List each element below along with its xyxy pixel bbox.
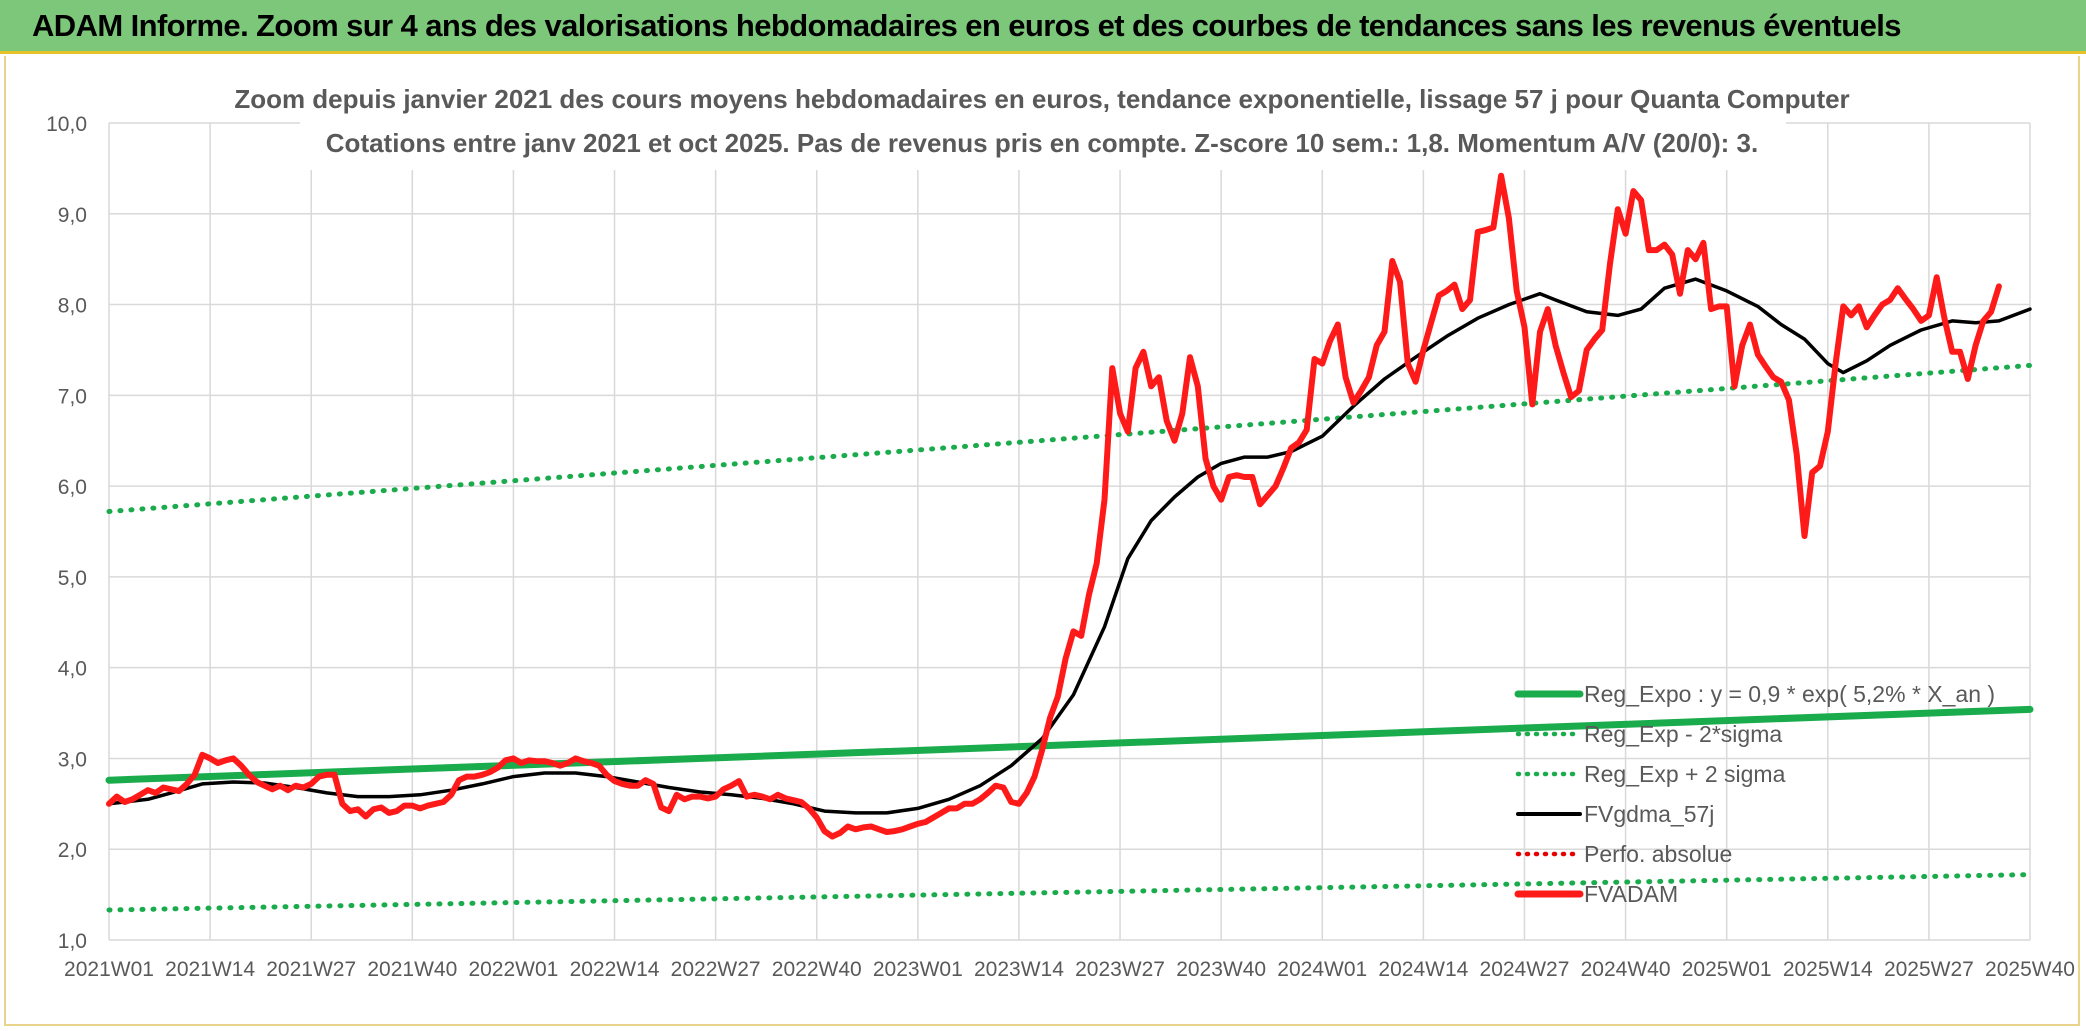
y-tick-label: 2,0 bbox=[58, 839, 87, 862]
x-tick-label: 2023W27 bbox=[1075, 958, 1165, 981]
x-tick-label: 2021W01 bbox=[64, 958, 154, 981]
series-reg-expo bbox=[105, 705, 2034, 784]
y-tick-label: 3,0 bbox=[58, 748, 87, 771]
x-tick-label: 2025W01 bbox=[1682, 958, 1772, 981]
y-tick-label: 5,0 bbox=[58, 567, 87, 590]
legend-label: FVADAM bbox=[1584, 881, 1678, 907]
x-tick-label: 2021W14 bbox=[165, 958, 255, 981]
x-tick-label: 2025W40 bbox=[1985, 958, 2075, 981]
x-tick-label: 2022W01 bbox=[468, 958, 558, 981]
y-tick-label: 1,0 bbox=[58, 930, 87, 953]
chart-subtitle: Cotations entre janv 2021 et oct 2025. P… bbox=[326, 128, 1758, 158]
legend-label: FVgdma_57j bbox=[1584, 801, 1714, 827]
y-tick-label: 10,0 bbox=[46, 113, 87, 136]
x-tick-label: 2023W14 bbox=[974, 958, 1064, 981]
legend-label: Reg_Exp + 2 sigma bbox=[1584, 761, 1786, 787]
chart-frame bbox=[4, 56, 2080, 1026]
x-tick-label: 2022W40 bbox=[772, 958, 862, 981]
y-tick-label: 7,0 bbox=[58, 385, 87, 408]
x-tick-label: 2021W27 bbox=[266, 958, 356, 981]
legend: Reg_Expo : y = 0,9 * exp( 5,2% * X_an ) R… bbox=[1514, 681, 1995, 907]
banner-title: ADAM Informe. Zoom sur 4 ans des valoris… bbox=[32, 8, 1902, 43]
y-tick-label: 6,0 bbox=[58, 476, 87, 499]
x-tick-label: 2024W14 bbox=[1378, 958, 1468, 981]
series-fvadam bbox=[106, 172, 2002, 840]
x-tick-label: 2023W40 bbox=[1176, 958, 1266, 981]
chart-title: Zoom depuis janvier 2021 des cours moyen… bbox=[234, 84, 1849, 114]
y-axis-ticks: 1,0 2,0 3,0 4,0 5,0 6,0 7,0 8,0 9,0 10,0 bbox=[46, 113, 87, 953]
grid-lines bbox=[108, 122, 2031, 941]
x-tick-label: 2021W40 bbox=[367, 958, 457, 981]
series-reg-band bbox=[106, 872, 2033, 913]
title-backdrop bbox=[300, 78, 1786, 170]
report-banner: ADAM Informe. Zoom sur 4 ans des valoris… bbox=[0, 0, 2086, 54]
x-tick-label: 2025W14 bbox=[1783, 958, 1873, 981]
x-tick-label: 2022W14 bbox=[570, 958, 660, 981]
legend-label: Reg_Exp - 2*sigma bbox=[1584, 721, 1782, 747]
x-tick-label: 2022W27 bbox=[671, 958, 761, 981]
y-tick-label: 9,0 bbox=[58, 204, 87, 227]
y-tick-label: 4,0 bbox=[58, 658, 87, 681]
legend-label: Perfo. absolue bbox=[1584, 841, 1732, 867]
legend-label: Reg_Expo : y = 0,9 * exp( 5,2% * X_an ) bbox=[1584, 681, 1995, 707]
series-reg-band bbox=[106, 362, 2033, 514]
series-layer bbox=[105, 172, 2034, 913]
x-tick-label: 2024W40 bbox=[1581, 958, 1671, 981]
x-tick-label: 2023W01 bbox=[873, 958, 963, 981]
x-tick-label: 2025W27 bbox=[1884, 958, 1974, 981]
y-tick-label: 8,0 bbox=[58, 295, 87, 318]
x-axis-ticks: 2021W01 2021W14 2021W27 2021W40 2022W01 2022W… bbox=[64, 958, 2075, 981]
x-tick-label: 2024W01 bbox=[1277, 958, 1367, 981]
x-tick-label: 2024W27 bbox=[1480, 958, 1570, 981]
